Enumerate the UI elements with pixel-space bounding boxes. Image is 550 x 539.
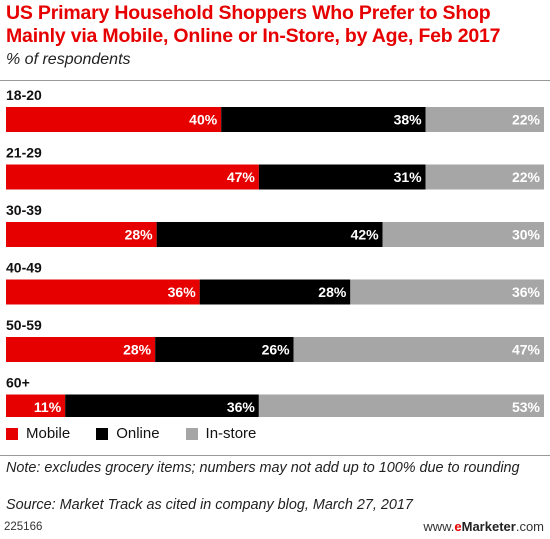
- top-divider: [0, 80, 550, 81]
- legend-swatch-mobile: [6, 427, 18, 440]
- data-label-mobile-40-49: 36%: [168, 284, 197, 300]
- legend: Mobile Online In-store: [6, 425, 282, 442]
- data-label-mobile-30-39: 28%: [125, 227, 154, 243]
- bar-in-store-21-29: [425, 164, 544, 190]
- bar-mobile-50-59: [6, 337, 156, 362]
- bar-online-21-29: [258, 164, 426, 190]
- legend-label-instore: In-store: [205, 425, 257, 442]
- legend-item-instore: In-store: [185, 425, 257, 442]
- bar-mobile-40-49: [6, 279, 200, 305]
- data-label-mobile-60-: 11%: [34, 399, 62, 415]
- bar-in-store-18-20: [425, 107, 544, 132]
- data-label-in-store-18-20: 22%: [512, 112, 541, 128]
- bar-in-store-50-59: [293, 337, 544, 362]
- bar-mobile-18-20: [6, 107, 222, 132]
- legend-label-online: Online: [116, 425, 160, 442]
- bar-row-60-: 60+11% 36% 53%: [6, 375, 544, 417]
- data-label-online-60-: 36%: [227, 399, 256, 415]
- legend-swatch-online: [96, 427, 109, 440]
- chart-id: 225166: [4, 521, 43, 533]
- footnote: Note: excludes grocery items; numbers ma…: [6, 460, 520, 476]
- category-label-21-29: 21-29: [6, 145, 42, 161]
- category-label-30-39: 30-39: [6, 202, 42, 218]
- data-label-mobile-50-59: 28%: [123, 342, 152, 358]
- legend-item-mobile: Mobile: [6, 425, 70, 442]
- bottom-divider: [0, 455, 550, 456]
- category-label-50-59: 50-59: [6, 317, 42, 333]
- bar-row-40-49: 40-49 36% 28% 36%: [6, 260, 544, 305]
- bar-online-50-59: [155, 337, 294, 362]
- bar-in-store-60-: [258, 394, 544, 417]
- bar-in-store-30-39: [382, 222, 544, 247]
- legend-label-mobile: Mobile: [26, 425, 71, 442]
- data-label-online-21-29: 31%: [394, 169, 423, 185]
- data-label-online-30-39: 42%: [351, 227, 380, 243]
- data-label-in-store-60-: 53%: [512, 399, 541, 415]
- bar-mobile-60-: [6, 394, 66, 417]
- bar-online-60-: [65, 394, 259, 417]
- source-note: Source: Market Track as cited in company…: [6, 497, 413, 513]
- chart-subtitle: % of respondents: [6, 51, 131, 68]
- bar-in-store-40-49: [350, 279, 544, 305]
- data-label-online-40-49: 28%: [318, 284, 347, 300]
- brand-e: e: [454, 519, 462, 534]
- bar-mobile-30-39: [6, 222, 157, 247]
- bar-mobile-21-29: [6, 164, 259, 190]
- category-label-60-: 60+: [6, 375, 30, 391]
- data-label-online-50-59: 26%: [262, 342, 291, 358]
- category-label-40-49: 40-49: [6, 260, 42, 276]
- brand-url[interactable]: www.eMarketer.com: [423, 519, 544, 534]
- bar-row-18-20: 18-20 40% 38% 22%: [6, 87, 544, 132]
- bar-row-50-59: 50-59 28% 26% 47%: [6, 317, 544, 362]
- data-label-in-store-50-59: 47%: [512, 342, 541, 358]
- data-label-mobile-21-29: 47%: [227, 169, 256, 185]
- chart-title: US Primary Household Shoppers Who Prefer…: [6, 2, 501, 47]
- data-label-mobile-18-20: 40%: [189, 112, 218, 128]
- legend-swatch-instore: [185, 427, 198, 440]
- bar-online-30-39: [156, 222, 383, 247]
- brand-marketer: Marketer: [461, 519, 516, 534]
- brand-suffix: .com: [515, 519, 544, 534]
- data-label-in-store-21-29: 22%: [512, 169, 541, 185]
- bar-online-18-20: [221, 107, 426, 132]
- data-label-in-store-40-49: 36%: [512, 284, 541, 300]
- bar-row-21-29: 21-29 47% 31% 22%: [6, 145, 544, 190]
- bar-row-30-39: 30-39 28% 42% 30%: [6, 202, 544, 247]
- brand-prefix: www.: [423, 519, 455, 534]
- legend-item-online: Online: [96, 425, 160, 442]
- bar-online-40-49: [199, 279, 351, 305]
- data-label-online-18-20: 38%: [394, 112, 423, 128]
- data-label-in-store-30-39: 30%: [512, 227, 541, 243]
- category-label-18-20: 18-20: [6, 87, 42, 103]
